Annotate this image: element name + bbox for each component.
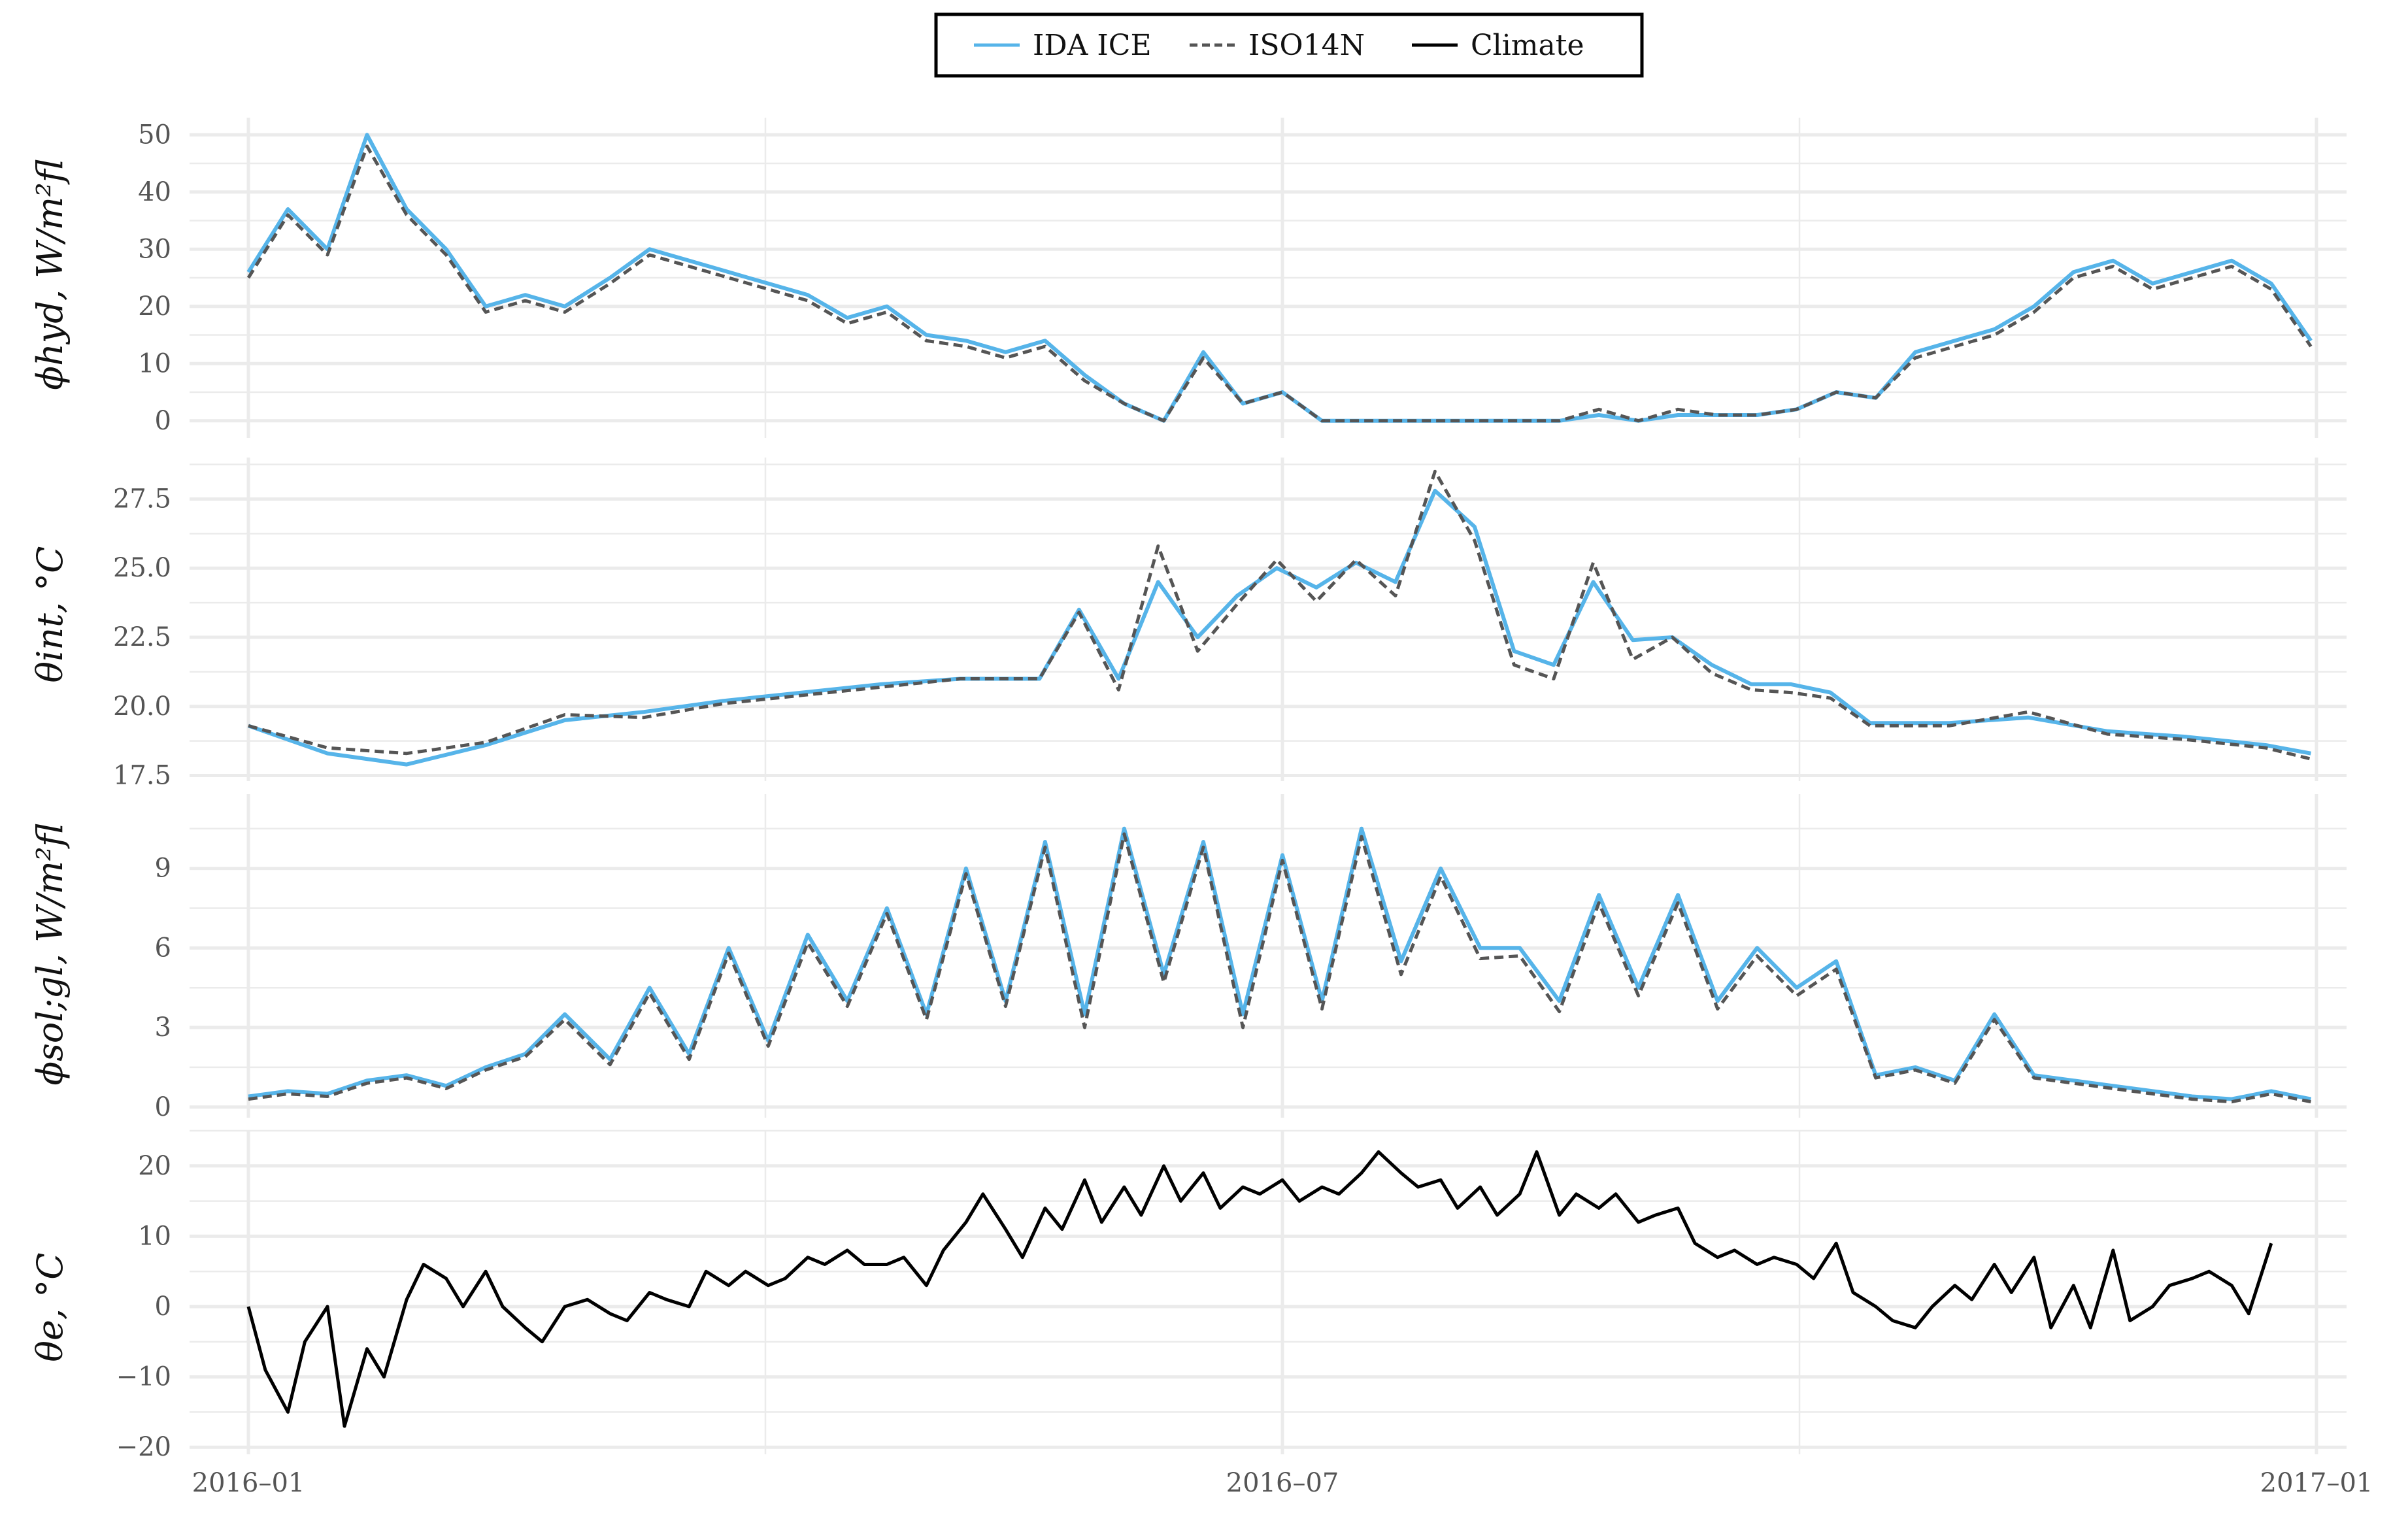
legend-label-climate: Climate xyxy=(1471,29,1584,62)
panel-phi-sol-gl: 0 3 6 9 ϕsol;gl, W/m²fl xyxy=(29,794,2347,1122)
panel-theta-e-grid xyxy=(190,1129,2347,1454)
panel-theta-int-grid xyxy=(190,458,2347,781)
y-tick-label: 25.0 xyxy=(113,553,171,583)
y-tick-label: 20.0 xyxy=(113,692,171,722)
panel-phi-hyd-grid xyxy=(190,118,2347,438)
series-line-climate xyxy=(246,1150,2273,1428)
y-tick-label: 0 xyxy=(155,406,171,436)
panel-theta-e-yticks: −20 −10 0 10 20 xyxy=(116,1151,171,1462)
y-tick-label: 20 xyxy=(138,1151,171,1181)
y-tick-label: 0 xyxy=(155,1092,171,1122)
panel-theta-int-ylabel: θint, °C xyxy=(29,546,71,683)
legend: IDA ICE ISO14N Climate xyxy=(934,12,1644,78)
panel-theta-int-series xyxy=(248,469,2311,767)
legend-label-ida-ice: IDA ICE xyxy=(1033,29,1152,62)
panel-phi-sol-gl-series xyxy=(248,826,2311,1104)
y-tick-label: 9 xyxy=(155,854,171,884)
y-tick-label: 6 xyxy=(155,933,171,963)
y-tick-label: 22.5 xyxy=(113,622,171,652)
panel-theta-e: −20 −10 0 10 20 θe, °C xyxy=(29,1129,2347,1462)
series-line-ida-ice xyxy=(248,826,2311,1101)
y-tick-label: 10 xyxy=(138,348,171,378)
panel-theta-int: 17.5 20.0 22.5 25.0 27.5 θint, °C xyxy=(29,458,2347,791)
panel-phi-hyd: 0 10 20 30 40 50 ϕhyd, W/m²fl xyxy=(29,118,2347,438)
panel-theta-e-ylabel: θe, °C xyxy=(29,1252,71,1361)
series-line-ida-ice xyxy=(246,133,2313,423)
y-tick-label: 30 xyxy=(138,234,171,264)
y-tick-label: 27.5 xyxy=(113,484,171,514)
panel-phi-hyd-series xyxy=(246,133,2313,423)
legend-box xyxy=(934,12,1644,78)
x-tick-label: 2017–01 xyxy=(2260,1468,2373,1498)
y-tick-label: 0 xyxy=(155,1292,171,1322)
panel-phi-sol-gl-yticks: 0 3 6 9 xyxy=(155,854,171,1122)
y-tick-label: 50 xyxy=(138,120,171,150)
x-tick-label: 2016–01 xyxy=(192,1468,305,1498)
series-line-iso14n xyxy=(246,144,2313,423)
panel-theta-e-series xyxy=(246,1150,2273,1428)
y-tick-label: 17.5 xyxy=(113,761,171,791)
y-tick-label: 40 xyxy=(138,177,171,207)
y-tick-label: −20 xyxy=(116,1432,171,1462)
x-tick-label: 2016–07 xyxy=(1226,1468,1339,1498)
y-tick-label: −10 xyxy=(116,1362,171,1392)
panel-phi-sol-gl-grid xyxy=(190,794,2347,1118)
series-line-iso14n xyxy=(248,469,2311,761)
y-tick-label: 10 xyxy=(138,1221,171,1251)
series-line-iso14n xyxy=(248,832,2311,1104)
panel-phi-hyd-ylabel: ϕhyd, W/m²fl xyxy=(29,159,71,390)
panel-phi-sol-gl-ylabel: ϕsol;gl, W/m²fl xyxy=(29,823,71,1085)
panel-phi-hyd-yticks: 0 10 20 30 40 50 xyxy=(138,120,171,436)
x-axis: 2016–01 2016–07 2017–01 xyxy=(192,1468,2373,1498)
panel-theta-int-yticks: 17.5 20.0 22.5 25.0 27.5 xyxy=(113,484,171,790)
y-tick-label: 20 xyxy=(138,292,171,322)
y-tick-label: 3 xyxy=(155,1012,171,1043)
legend-label-iso14n: ISO14N xyxy=(1248,29,1365,62)
series-line-ida-ice xyxy=(248,488,2311,767)
